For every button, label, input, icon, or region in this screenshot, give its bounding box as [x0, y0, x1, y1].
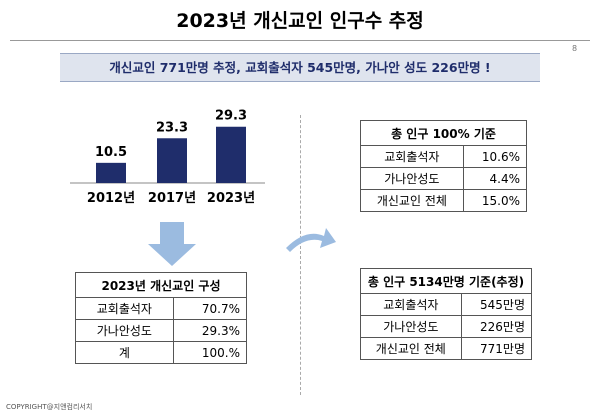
bar [96, 162, 126, 183]
cell-label: 교회출석자 [360, 293, 462, 316]
cell-label: 계 [75, 341, 174, 364]
table-row: 계 100.% [75, 341, 248, 364]
table-row: 교회출석자 545만명 [360, 293, 533, 316]
banner: 개신교인 771만명 추정, 교회출석자 545만명, 가나안 성도 226만명… [60, 53, 540, 82]
table-row: 가나안성도 4.4% [360, 167, 528, 190]
right-arrow [286, 228, 336, 252]
cell-label: 교회출석자 [360, 145, 464, 168]
cell-value: 100.% [172, 341, 248, 364]
table-row: 가나안성도 226만명 [360, 315, 533, 338]
x-tick-label: 2017년 [148, 191, 196, 206]
title-rule [10, 40, 590, 41]
page-number: 8 [572, 44, 578, 53]
cell-label: 개신교인 전체 [360, 337, 462, 360]
table-row: 개신교인 전체 15.0% [360, 189, 528, 212]
divider [300, 115, 301, 395]
cell-label: 가나안성도 [360, 315, 462, 338]
cell-value: 15.0% [462, 189, 528, 212]
cell-value: 10.6% [462, 145, 528, 168]
slide-title: 2023년 개신교인 인구수 추정 [176, 10, 424, 32]
value-label: 29.3 [215, 109, 247, 124]
value-label: 23.3 [156, 120, 188, 135]
table-row: 개신교인 전체 771만명 [360, 337, 533, 360]
cell-label: 가나안성도 [75, 319, 174, 342]
x-tick-label: 2012년 [87, 191, 135, 206]
cell-value: 771만명 [460, 337, 533, 360]
table-title: 2023년 개신교인 구성 [75, 272, 247, 298]
bar [157, 138, 187, 183]
table-title: 총 인구 100% 기준 [360, 120, 527, 146]
value-label: 10.5 [95, 145, 127, 160]
cell-value: 226만명 [460, 315, 533, 338]
percent-table: 총 인구 100% 기준 교회출석자 10.6% 가나안성도 4.4% 개신교인 전체 15… [360, 120, 528, 212]
bar [216, 126, 246, 183]
cell-label: 가나안성도 [360, 167, 464, 190]
header-row: 2023년 개신교인 구성 [75, 272, 247, 298]
table-row: 교회출석자 10.6% [360, 145, 528, 168]
table-row: 교회출석자 70.7% [75, 297, 248, 320]
cell-value: 70.7% [172, 297, 248, 320]
table-row: 가나안성도 29.3% [75, 319, 248, 342]
count-table: 총 인구 5134만명 기준(추정) 교회출석자 545만명 가나안성도 226만명 개신… [360, 268, 533, 360]
cell-value: 29.3% [172, 319, 248, 342]
header-row: 총 인구 100% 기준 [360, 120, 527, 146]
cell-label: 교회출석자 [75, 297, 174, 320]
cell-value: 545만명 [460, 293, 533, 316]
cell-label: 개신교인 전체 [360, 189, 464, 212]
composition-table: 2023년 개신교인 구성 교회출석자 70.7% 가나안성도 29.3% 계 100.% [75, 272, 248, 364]
footer: COPYRIGHT@지앤컴리서치 [6, 403, 93, 411]
header-row: 총 인구 5134만명 기준(추정) [360, 268, 532, 294]
cell-value: 4.4% [462, 167, 528, 190]
down-arrow [148, 222, 196, 266]
x-tick-label: 2023년 [207, 191, 255, 206]
table-title: 총 인구 5134만명 기준(추정) [360, 268, 532, 294]
